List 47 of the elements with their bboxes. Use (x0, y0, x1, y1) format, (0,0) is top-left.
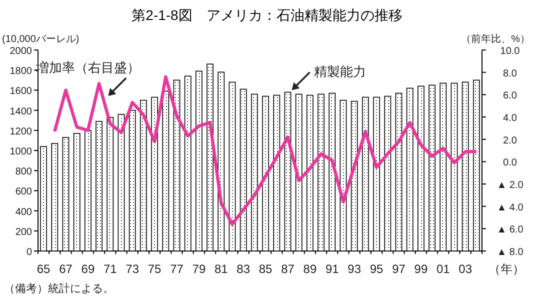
y2-tick-label: 2.0 (503, 135, 518, 146)
x-tick-label: 73 (126, 262, 140, 276)
y-tick-label: 1800 (10, 66, 32, 78)
y2-tick-label: 4.0 (503, 113, 518, 124)
y-tick-label: 1600 (10, 86, 32, 98)
y-tick-label: 1400 (10, 106, 32, 118)
y2-tick-label: ▲ 6.0 (496, 224, 524, 236)
x-tick-label: 93 (348, 262, 362, 276)
y2-tick-label: ▲ 4.0 (496, 202, 524, 214)
y2-axis-title: （前年比、%） (461, 33, 530, 45)
y-tick-label: 600 (15, 186, 32, 198)
y-tick-label: 1000 (10, 146, 32, 158)
x-tick-label: 85 (258, 262, 273, 276)
y-axis-title: (10,000バーレル) (2, 34, 80, 45)
y2-tick-label: ▲ 8.0 (496, 247, 524, 258)
x-tick-label: 77 (170, 262, 184, 276)
y2-tick-label: 6.0 (503, 90, 518, 102)
y2-tick-label: 0.0 (503, 158, 518, 169)
x-tick-label: 91 (325, 262, 340, 276)
x-tick-label: 69 (81, 262, 95, 276)
y-tick-label: 200 (15, 226, 32, 238)
y-tick-label: 800 (15, 166, 32, 178)
x-tick-label: 67 (59, 262, 73, 276)
x-tick-label: 95 (370, 262, 384, 276)
x-tick-label: 65 (36, 262, 51, 276)
x-tick-label: 71 (103, 262, 118, 276)
chart-title: 第2-1-8図 アメリカ：石油精製能力の推移 (132, 7, 402, 23)
y-tick-label: 2000 (10, 46, 32, 57)
x-tick-label: 79 (192, 262, 206, 276)
y-tick-label: 400 (15, 206, 32, 218)
x-axis-title: （年） (488, 262, 524, 276)
y-tick-label: 1200 (10, 126, 32, 138)
x-tick-label: 83 (236, 262, 250, 276)
x-tick-label: 89 (303, 262, 317, 276)
y2-tick-label: 10.0 (500, 46, 520, 57)
text: （備考）統計による。 (4, 282, 114, 295)
x-tick-label: 01 (436, 262, 450, 276)
x-tick-label: 75 (148, 262, 162, 276)
x-tick-label: 99 (414, 262, 428, 276)
x-tick-label: 97 (392, 262, 406, 276)
annotation: 精製能力 (314, 64, 366, 80)
x-tick-label: 03 (458, 262, 472, 276)
y2-tick-label: ▲ 2.0 (496, 180, 524, 191)
x-tick-label: 87 (281, 262, 295, 276)
y2-tick-label: 8.0 (503, 68, 518, 80)
y-tick-label: 0 (26, 247, 32, 258)
x-tick-label: 81 (214, 262, 228, 276)
